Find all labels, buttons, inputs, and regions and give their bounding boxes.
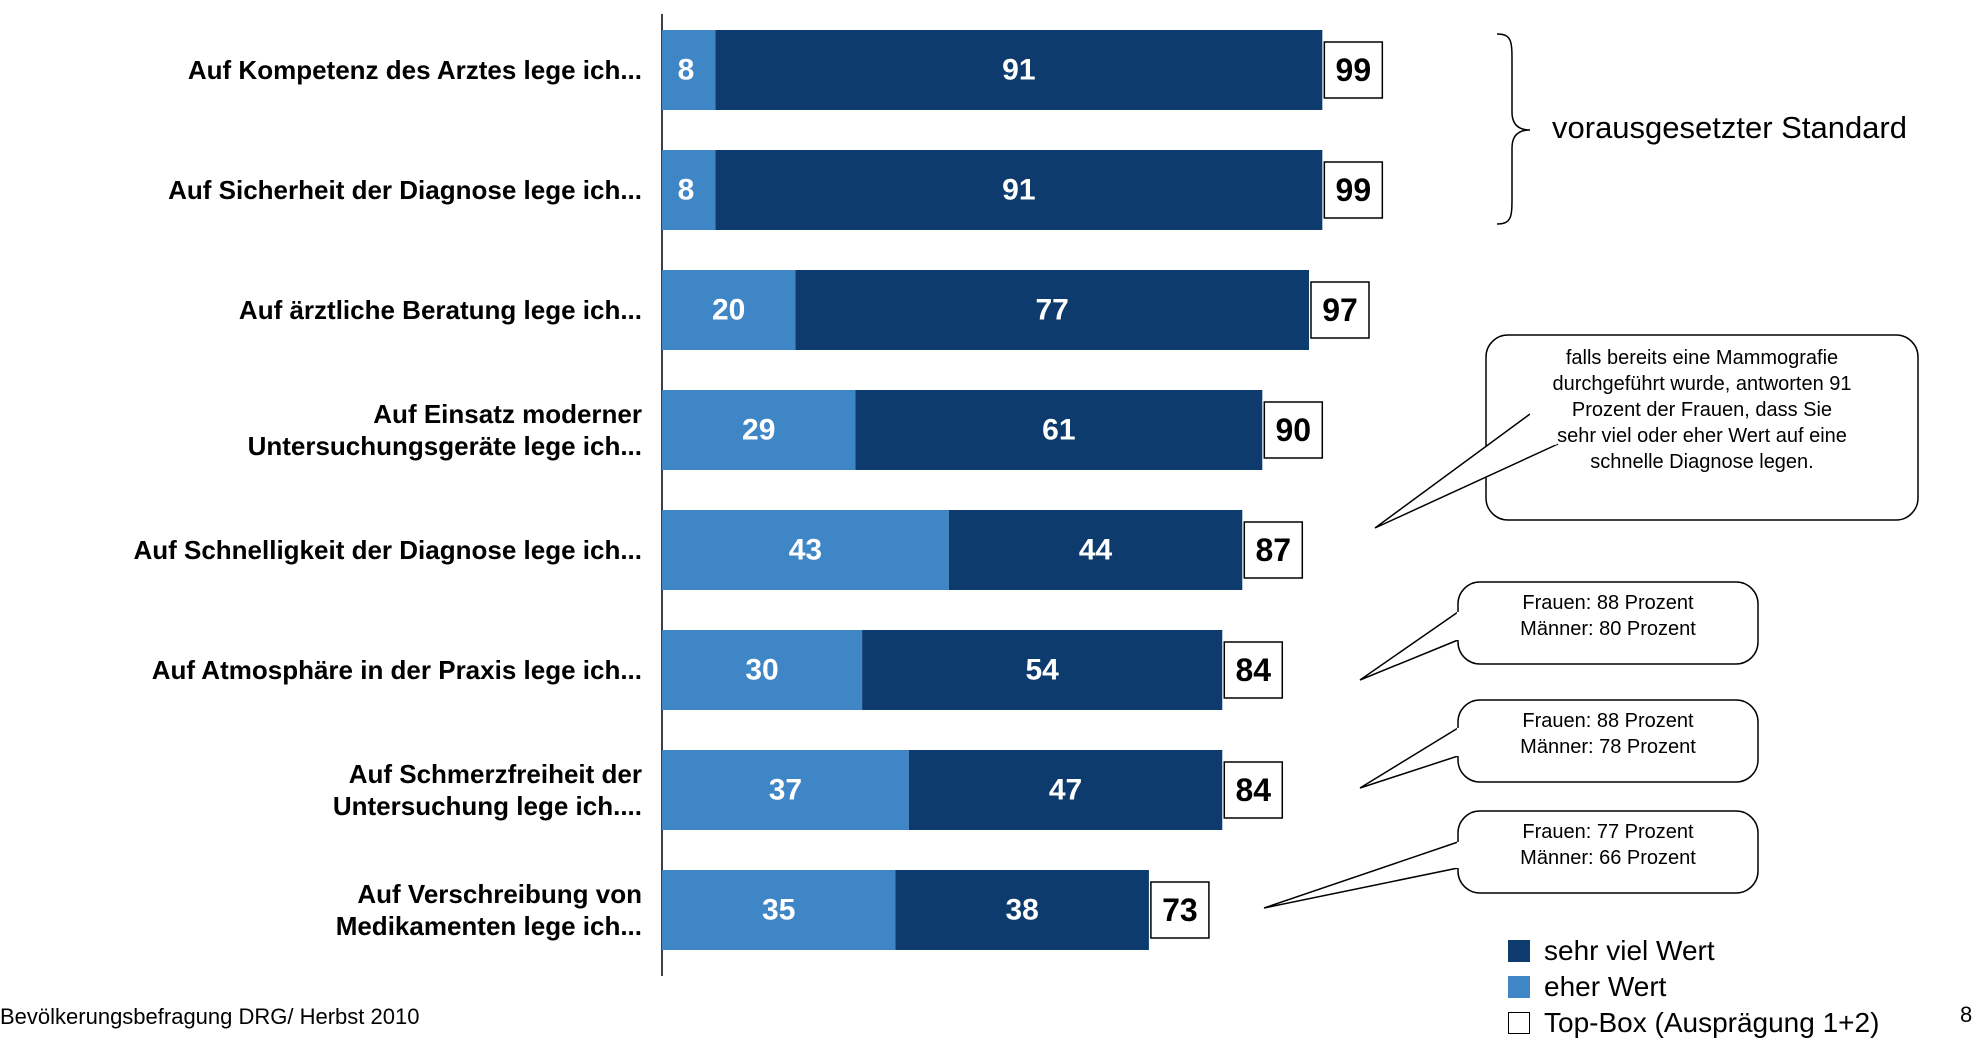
top-box-frame [1323,41,1384,99]
callout-bubble-mammografie-box [1485,334,1919,521]
top-box-value: 99 [1336,172,1372,208]
callout-bubble-medikamente-tail-joint [1455,841,1461,869]
bar-eher-wert [662,150,716,230]
callout-medikamente: Frauen: 77 Prozent Männer: 66 Prozent [1520,821,1696,869]
top-box-value: 84 [1235,652,1271,688]
value-label-eher-wert: 20 [712,294,745,327]
category-label: Auf Atmosphäre in der Praxis lege ich... [151,655,642,685]
callout-mammografie: falls bereits eine Mammografie durchgefü… [1552,347,1852,473]
bar-sehr-viel-wert [715,150,1323,230]
callout-bubble-mammografie-tail-joint [1529,412,1559,446]
value-label-eher-wert: 8 [678,54,695,87]
legend-swatch-light [1508,976,1530,998]
value-label-eher-wert: 35 [762,894,795,927]
callout-bubble-atmosphaere-tail-joint [1455,611,1461,641]
callout-bubble-atmosphaere-tail [1359,611,1459,681]
value-label-sehr-viel-wert: 44 [1079,534,1113,567]
category-label: Auf Schnelligkeit der Diagnose lege ich.… [133,535,642,565]
callout-bubble-mammografie-tail [1374,413,1559,529]
bar-sehr-viel-wert [895,870,1149,950]
top-box-frame [1243,521,1304,579]
callout-atmosphaere: Frauen: 88 Prozent Männer: 80 Prozent [1520,592,1696,640]
top-box-frame [1223,641,1284,699]
value-label-eher-wert: 37 [769,774,802,807]
callout-bubble-schmerzfreiheit-tail [1359,727,1459,789]
legend-item-top-box: Top-Box (Ausprägung 1+2) [1508,1005,1879,1041]
top-box-value: 90 [1276,412,1312,448]
value-label-sehr-viel-wert: 54 [1026,654,1060,687]
legend-item-sehr-viel-wert: sehr viel Wert [1508,933,1879,969]
callout-bubble-medikamente-tail [1263,841,1459,909]
legend-swatch-top-box [1508,1012,1530,1034]
bar-sehr-viel-wert [908,750,1223,830]
category-label: Auf Sicherheit der Diagnose lege ich... [168,175,642,205]
legend-label-sehr-viel-wert: sehr viel Wert [1544,935,1715,966]
source-footnote: Bevölkerungsbefragung DRG/ Herbst 2010 [0,1004,420,1029]
bar-eher-wert [662,510,949,590]
callout-schmerzfreiheit: Frauen: 88 Prozent Männer: 78 Prozent [1520,710,1696,758]
top-box-value: 87 [1255,532,1291,568]
top-box-value: 97 [1322,292,1358,328]
top-box-value: 84 [1235,772,1271,808]
category-label: Auf Kompetenz des Arztes lege ich... [187,55,642,85]
callout-bubble-schmerzfreiheit-tail-joint [1455,727,1461,757]
top-box-value: 73 [1162,892,1198,928]
value-label-eher-wert: 8 [678,174,695,207]
value-label-sehr-viel-wert: 91 [1002,54,1035,87]
bar-sehr-viel-wert [715,30,1323,110]
bracket-label: vorausgesetzter Standard [1552,110,1907,145]
value-label-sehr-viel-wert: 47 [1049,774,1082,807]
bar-eher-wert [662,390,856,470]
bar-sehr-viel-wert [855,390,1263,470]
bracket-brace [1496,33,1531,225]
value-label-sehr-viel-wert: 91 [1002,174,1035,207]
value-label-sehr-viel-wert: 61 [1042,414,1075,447]
page-number: 8 [1960,1002,1973,1027]
top-box-frame [1223,761,1284,819]
bar-eher-wert [662,870,896,950]
legend-label-eher-wert: eher Wert [1544,971,1667,1002]
value-label-eher-wert: 43 [789,534,822,567]
legend-label-top-box: Top-Box (Ausprägung 1+2) [1544,1007,1880,1038]
top-box-value: 99 [1336,52,1372,88]
top-box-frame [1310,281,1370,339]
bar-sehr-viel-wert [795,270,1309,350]
category-label: Auf Schmerzfreiheit der Untersuchung leg… [332,759,642,821]
bar-eher-wert [662,270,796,350]
top-box-frame [1323,161,1384,219]
top-box-frame [1150,881,1210,939]
category-label: Auf Einsatz moderner Untersuchungsgeräte… [247,399,642,461]
category-label: Auf ärztliche Beratung lege ich... [238,295,642,325]
value-label-eher-wert: 29 [742,414,775,447]
legend-item-eher-wert: eher Wert [1508,969,1879,1005]
category-label: Auf Verschreibung von Medikamenten lege … [335,879,642,941]
legend-swatch-dark [1508,940,1530,962]
bar-eher-wert [662,30,716,110]
bar-eher-wert [662,750,909,830]
value-label-sehr-viel-wert: 38 [1005,894,1038,927]
legend: sehr viel Wert eher Wert Top-Box (Ausprä… [1508,933,1879,1041]
value-label-sehr-viel-wert: 77 [1036,294,1069,327]
value-label-eher-wert: 30 [745,654,778,687]
bar-sehr-viel-wert [948,510,1243,590]
bar-sehr-viel-wert [862,630,1223,710]
top-box-frame [1263,401,1324,459]
bar-eher-wert [662,630,863,710]
